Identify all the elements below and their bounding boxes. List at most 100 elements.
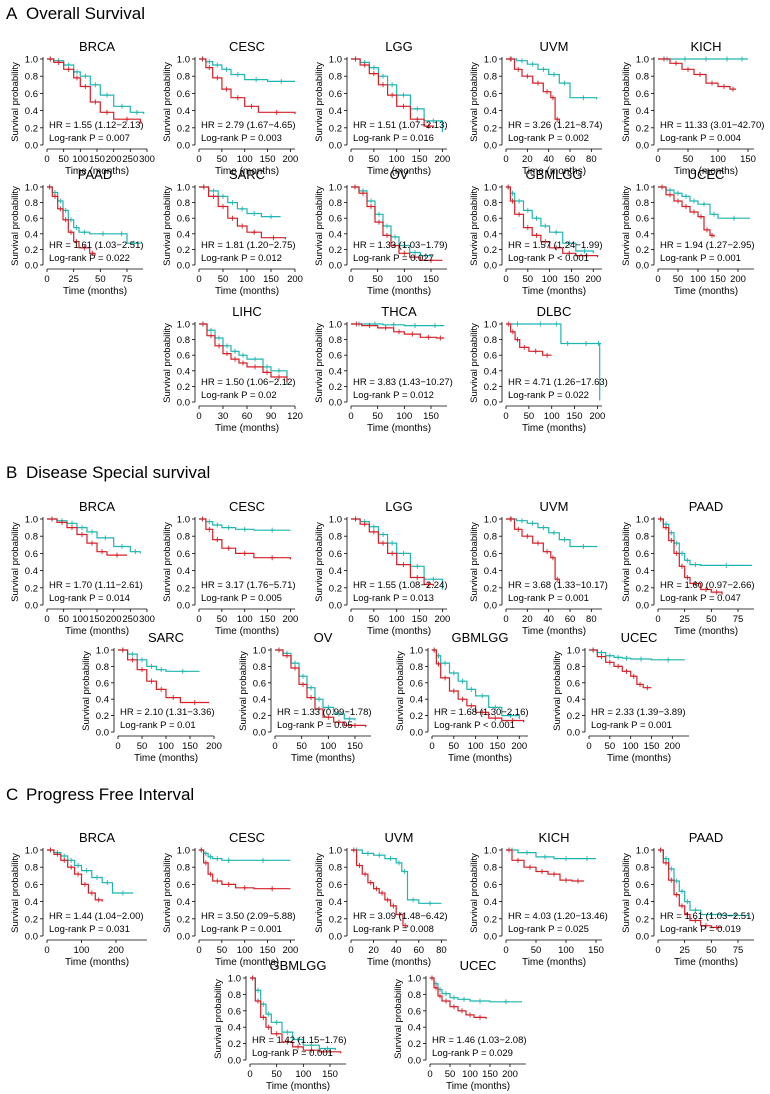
censor-mark [249,103,255,109]
censor-mark [158,667,164,673]
section-letter: A [6,4,18,23]
censor-mark [214,537,220,543]
panel-title: UCEC [688,167,725,182]
x-tick-label: 200 [206,741,222,752]
survival-curve-high [506,323,552,356]
censor-mark [383,325,389,331]
censor-mark [352,722,358,728]
section-c-header: C Progress Free Interval [6,785,194,804]
censor-mark [379,890,385,896]
censor-mark [269,527,275,533]
x-tick-label: 100 [237,614,253,625]
censor-mark [708,912,714,917]
y-tick-label: 1.0 [177,320,190,331]
censor-mark [519,518,525,524]
y-tick-label: 0.6 [408,1006,421,1017]
y-tick-label: 0.8 [25,532,38,543]
censor-mark [542,854,548,860]
x-tick-label: 20 [522,614,533,625]
censor-mark [704,227,710,233]
censor-mark [624,668,629,674]
censor-mark [674,878,680,884]
y-axis-label: Survival probability [10,853,21,933]
censor-mark [516,211,522,217]
y-tick-label: 0.6 [636,880,649,891]
censor-mark [575,878,581,884]
survival-curve-low [589,649,685,661]
censor-mark [554,116,560,122]
x-axis-label: Time (months) [215,423,279,434]
panel-title: BRCA [79,499,115,514]
y-tick-label: 0.2 [177,914,190,925]
x-tick-label: 20 [368,945,379,956]
panel-title: SARC [148,630,184,645]
x-tick-label: 200 [434,154,450,165]
censor-mark [384,232,390,238]
km-panel-a-sarc: SARC 0.0 0.2 0.4 0.6 0.8 1.0 0 50 100 150 200 Time (… [162,167,303,297]
censor-mark [114,552,120,558]
x-tick-label: 100 [544,411,560,422]
censor-mark [459,1008,465,1014]
censor-mark [230,215,236,221]
x-tick-label: 0 [196,411,201,422]
y-tick-label: 0.2 [484,245,497,256]
x-tick-label: 80 [586,614,597,625]
x-tick-label: 50 [531,945,542,956]
y-tick-label: 0.2 [636,583,649,594]
censor-mark [292,660,298,666]
log-rank-label: Log-rank P = 0.05 [277,720,353,731]
y-tick-label: 0.2 [329,382,342,393]
y-tick-label: 0.2 [177,245,190,256]
censor-mark [566,250,572,256]
censor-mark [270,235,276,241]
censor-mark [240,360,246,366]
censor-mark [214,75,220,81]
x-axis-label: Time (months) [65,626,129,637]
x-axis-label: Time (months) [522,423,586,434]
censor-mark [255,987,261,993]
y-tick-label: 0.4 [177,566,190,577]
log-rank-label: Log-rank P = 0.025 [508,924,589,935]
y-tick-label: 0.4 [484,366,497,377]
censor-mark [663,525,669,531]
y-axis-label: Survival probability [10,186,21,266]
survival-curve-high [199,518,291,560]
censor-mark [503,999,509,1005]
y-tick-label: 0.4 [636,566,649,577]
survival-curve-low [199,186,281,218]
censor-mark [553,245,559,251]
y-tick-label: 0.8 [567,662,580,673]
censor-mark [276,368,282,374]
y-tick-label: 1.0 [177,55,190,66]
censor-mark [47,847,53,853]
censor-mark [527,864,533,870]
y-tick-label: 0.0 [329,261,342,272]
censor-mark [207,871,213,877]
x-tick-label: 0 [655,614,660,625]
y-tick-label: 0.6 [177,880,190,891]
censor-mark [492,704,498,710]
hazard-ratio-label: HR = 1.60 (0.97−2.66) [660,580,755,591]
x-axis-label: Time (months) [134,753,198,764]
x-tick-label: 150 [564,274,580,285]
x-tick-label: 60 [242,411,253,422]
censor-mark [451,995,457,1001]
y-tick-label: 0.0 [25,601,38,612]
x-tick-label: 100 [389,154,405,165]
y-tick-label: 0.0 [484,261,497,272]
y-tick-label: 0.4 [636,229,649,240]
censor-mark [251,229,257,235]
x-tick-label: 150 [322,1069,338,1080]
censor-mark [380,531,386,537]
censor-mark [510,198,516,204]
y-tick-label: 0.8 [484,198,497,209]
y-tick-label: 1.0 [567,646,580,657]
censor-mark [352,184,358,190]
censor-mark [461,996,467,1002]
censor-mark [79,531,85,537]
x-tick-label: 150 [412,154,428,165]
censor-mark [380,540,386,546]
censor-mark [380,82,386,88]
y-axis-label: Survival probability [162,522,173,602]
